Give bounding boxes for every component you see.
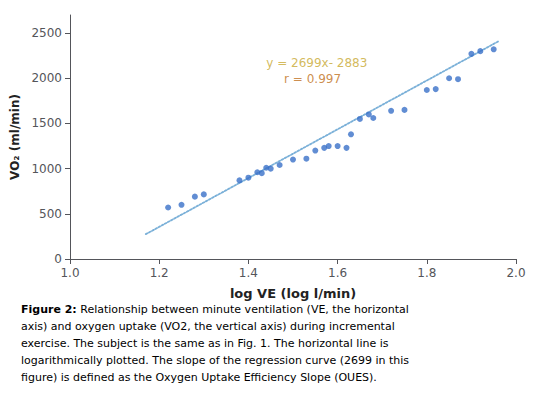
svg-text:1000: 1000	[31, 162, 62, 176]
svg-text:VO₂ (ml/min): VO₂ (ml/min)	[8, 94, 22, 180]
svg-text:figure) is defined as the Oxyg: figure) is defined as the Oxygen Uptake …	[21, 371, 377, 384]
svg-text:1.4: 1.4	[239, 266, 258, 280]
svg-text:Relationship between minute ve: Relationship between minute ventilation …	[77, 303, 409, 316]
svg-text:log VE (log l/min): log VE (log l/min)	[230, 286, 356, 301]
svg-text:1.8: 1.8	[417, 266, 436, 280]
svg-text:r = 0.997: r = 0.997	[284, 72, 341, 86]
svg-text:2000: 2000	[31, 71, 62, 85]
svg-text:1.2: 1.2	[150, 266, 169, 280]
svg-text:2.0: 2.0	[506, 266, 525, 280]
svg-text:2500: 2500	[31, 26, 62, 40]
svg-text:y = 2699x- 2883: y = 2699x- 2883	[266, 56, 367, 70]
svg-text:Figure 2:: Figure 2:	[21, 303, 77, 316]
svg-text:1500: 1500	[31, 116, 62, 130]
svg-text:500: 500	[39, 207, 62, 221]
svg-text:logarithmically plotted. The s: logarithmically plotted. The slope of th…	[21, 354, 409, 367]
svg-text:0: 0	[54, 252, 62, 266]
svg-text:exercise. The subject is the s: exercise. The subject is the same as in …	[21, 337, 389, 350]
svg-text:1.0: 1.0	[60, 266, 79, 280]
svg-text:1.6: 1.6	[328, 266, 347, 280]
svg-text:axis) and oxygen uptake (VO2,: axis) and oxygen uptake (VO2, the vertic…	[21, 320, 395, 333]
